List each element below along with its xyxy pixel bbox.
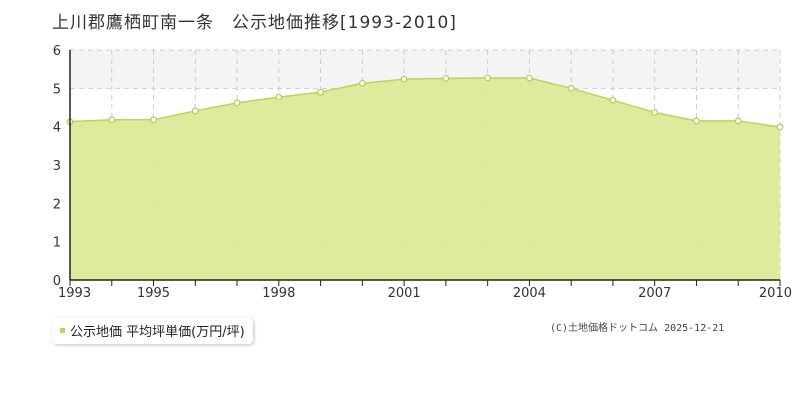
data-point: [317, 88, 324, 96]
y-tick-label: 3: [53, 159, 61, 174]
legend-swatch: [60, 328, 65, 333]
price-chart: 0 1 2 3 4 5 6 1993 1995 1998 2001 2004 2007 2010: [53, 44, 792, 300]
data-point: [233, 99, 241, 107]
data-point: [693, 117, 700, 125]
x-tick-label: 1993: [58, 286, 91, 300]
series-area: [70, 77, 780, 280]
legend: 公示地価 平均坪単価(万円/坪): [52, 318, 253, 344]
data-point: [275, 93, 283, 101]
x-tick-label: 2010: [759, 286, 792, 300]
y-tick-label: 2: [53, 197, 61, 212]
series-line: [69, 77, 781, 128]
data-point: [776, 123, 784, 131]
x-tick-label: 1995: [137, 286, 170, 300]
data-point: [150, 116, 157, 124]
y-tick-label: 1: [53, 236, 61, 251]
y-tick-label: 0: [53, 274, 61, 289]
data-point: [191, 107, 199, 115]
chart-title: 上川郡鷹栖町南一条 公示地価推移[1993-2010]: [52, 13, 457, 33]
data-point: [400, 75, 408, 83]
x-tick-label: 2001: [388, 286, 421, 300]
y-tick-label: 6: [53, 44, 61, 59]
credit-text: (C)土地価格ドットコム 2025-12-21: [550, 323, 725, 334]
data-point: [734, 117, 742, 125]
data-point: [609, 96, 617, 104]
data-point: [526, 74, 533, 82]
data-point: [484, 74, 492, 82]
y-tick-label: 5: [53, 82, 61, 97]
data-point: [651, 109, 659, 116]
x-tick-label: 1998: [262, 286, 295, 300]
data-point: [567, 84, 575, 92]
y-tick-label: 4: [53, 121, 61, 136]
data-point: [442, 74, 450, 82]
x-tick-label: 2007: [638, 286, 671, 300]
x-tick-label: 2004: [513, 286, 546, 300]
legend-label: 公示地価 平均坪単価(万円/坪): [70, 325, 245, 340]
data-point: [358, 79, 366, 87]
data-point: [108, 116, 116, 124]
